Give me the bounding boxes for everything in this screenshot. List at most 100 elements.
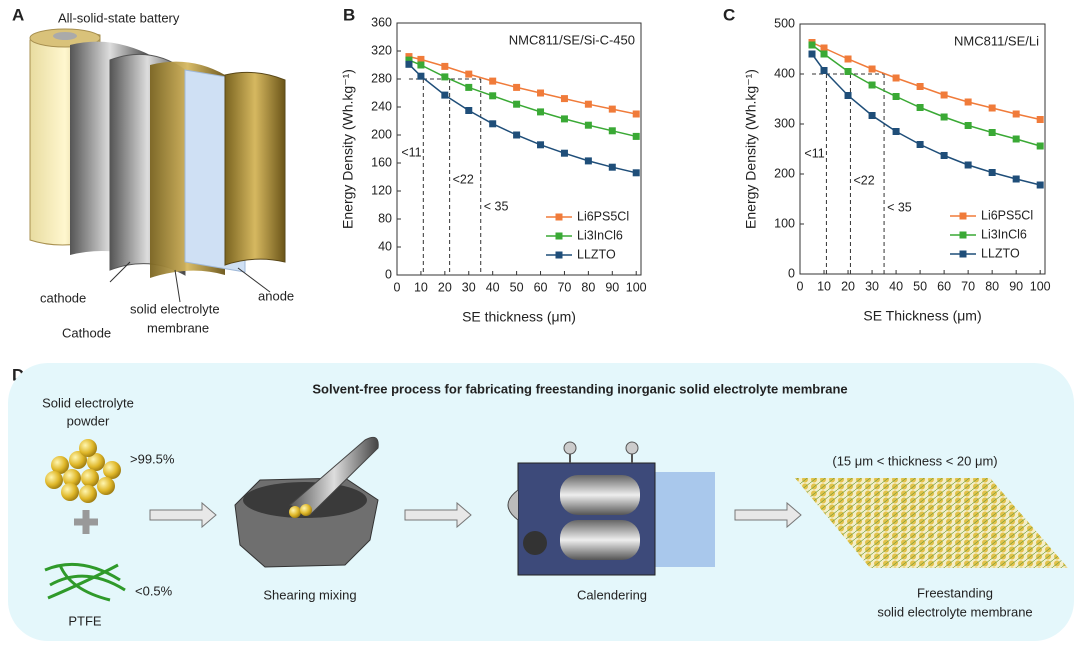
point — [844, 92, 852, 99]
process-step: Shearing mixing — [263, 587, 356, 602]
plus-sign — [74, 510, 98, 534]
process-label: >99.5% — [130, 451, 175, 466]
x-tick-label: 60 — [937, 279, 951, 293]
y-tick-label: 300 — [774, 116, 795, 130]
point — [405, 60, 413, 68]
process-label: solid electrolyte membrane — [877, 604, 1032, 619]
calender-icon — [507, 441, 715, 576]
process-label: powder — [67, 413, 110, 428]
x-tick-label: 50 — [510, 280, 524, 294]
point — [808, 41, 816, 49]
series-line — [408, 63, 637, 174]
arrows — [149, 501, 802, 529]
battery-illustration — [29, 28, 286, 303]
chart-title: NMC811/SE/Li — [954, 33, 1039, 48]
y-tick-label: 240 — [371, 99, 392, 113]
powder-icon — [45, 439, 121, 503]
legend-label: Li6PS5Cl — [981, 208, 1033, 222]
panel-label: C — [723, 5, 735, 24]
membrane-icon — [795, 478, 1068, 568]
point — [820, 50, 828, 58]
point — [916, 141, 924, 148]
legend-marker — [555, 213, 563, 221]
battery-caption: Cathode — [62, 325, 111, 340]
legend-marker — [959, 250, 967, 258]
y-tick-label: 160 — [371, 155, 392, 169]
point — [417, 55, 425, 63]
y-axis-label: Energy Density (Wh.kg⁻¹) — [743, 69, 759, 229]
x-tick-label: 30 — [865, 279, 879, 293]
annotation: <11 — [804, 146, 824, 160]
point — [513, 83, 521, 91]
point — [441, 62, 449, 70]
panel-label: A — [12, 5, 24, 24]
process-label: PTFE — [68, 613, 102, 628]
point — [964, 98, 972, 106]
y-tick-label: 0 — [385, 267, 392, 281]
process-label: <0.5% — [135, 583, 173, 598]
point — [537, 141, 545, 149]
point — [632, 132, 640, 140]
x-tick-label: 40 — [486, 280, 500, 294]
point — [537, 108, 545, 116]
point — [820, 67, 828, 74]
legend-label: LLZTO — [981, 246, 1020, 260]
point — [988, 169, 996, 176]
point — [584, 121, 592, 129]
point — [892, 128, 900, 135]
point — [868, 81, 876, 89]
x-tick-label: 80 — [985, 279, 999, 293]
legend-marker — [555, 232, 563, 240]
annotation: < 35 — [887, 200, 912, 214]
point — [868, 112, 876, 119]
y-tick-label: 500 — [774, 16, 795, 30]
chart-title: NMC811/SE/Si-C-450 — [509, 32, 635, 47]
legend-marker — [959, 231, 967, 239]
ptfe-icon — [44, 562, 126, 602]
point — [513, 131, 521, 139]
point — [560, 115, 568, 123]
point — [489, 92, 497, 100]
point — [441, 91, 449, 99]
point — [537, 89, 545, 97]
plot-frame — [396, 22, 642, 276]
point — [892, 74, 900, 82]
legend-marker — [959, 212, 967, 220]
point — [940, 113, 948, 121]
legend-label: LLZTO — [577, 247, 616, 261]
annotation: <11 — [401, 145, 421, 159]
point — [560, 95, 568, 103]
point — [560, 149, 568, 157]
y-tick-label: 200 — [371, 127, 392, 141]
point — [868, 65, 876, 73]
point — [405, 56, 413, 64]
x-tick-label: 10 — [817, 279, 831, 293]
process-label: Freestanding — [917, 585, 993, 600]
x-tick-label: 30 — [462, 280, 476, 294]
y-tick-label: 80 — [378, 211, 392, 225]
point — [417, 72, 425, 80]
legend-marker — [555, 251, 563, 259]
x-tick-label: 0 — [394, 280, 401, 294]
point — [489, 120, 497, 128]
x-tick-label: 20 — [438, 280, 452, 294]
battery-label: solid electrolyte — [130, 301, 220, 316]
x-tick-label: 70 — [961, 279, 975, 293]
point — [892, 93, 900, 100]
x-tick-label: 100 — [626, 280, 647, 294]
point — [940, 152, 948, 159]
point — [632, 169, 640, 177]
process-label: Solid electrolyte — [42, 395, 134, 410]
point — [513, 100, 521, 108]
series-line — [811, 41, 1041, 121]
point — [465, 70, 473, 78]
point — [988, 104, 996, 112]
y-tick-label: 280 — [371, 71, 392, 85]
mortar-icon — [234, 436, 379, 568]
point — [608, 127, 616, 135]
point — [584, 157, 592, 165]
annotation: < 35 — [484, 199, 509, 213]
point — [1012, 135, 1020, 143]
y-tick-label: 400 — [774, 66, 795, 80]
